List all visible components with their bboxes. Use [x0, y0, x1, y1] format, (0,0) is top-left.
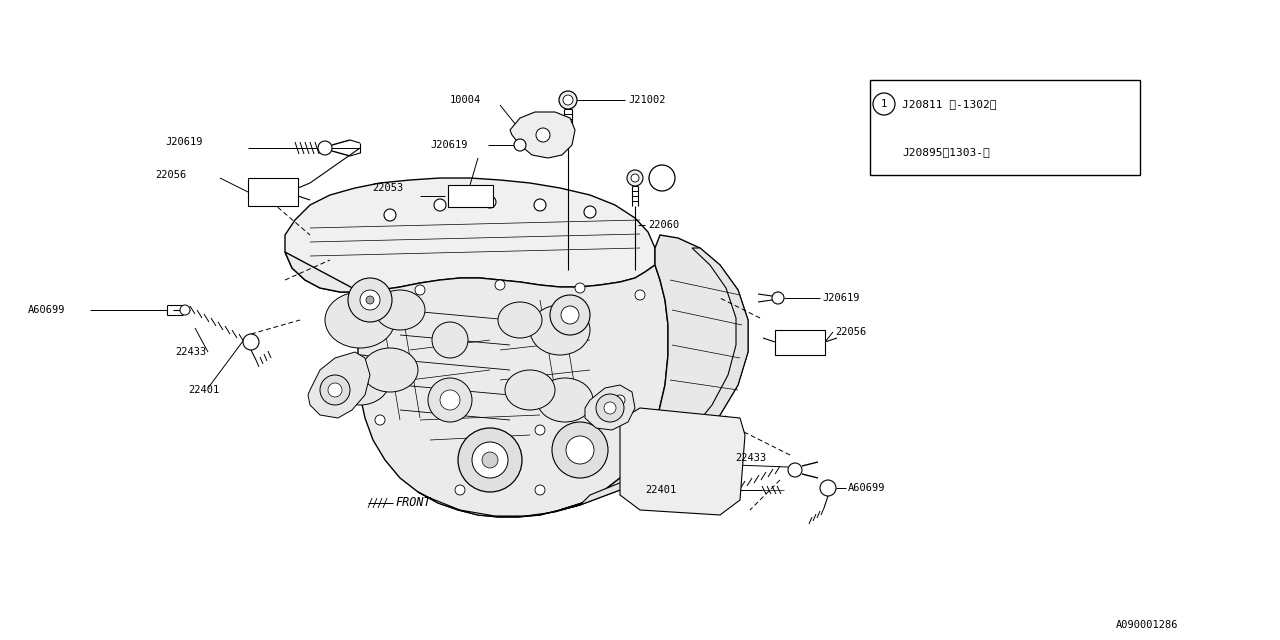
Circle shape — [348, 278, 392, 322]
Circle shape — [434, 199, 445, 211]
Text: 22433: 22433 — [175, 347, 206, 357]
Circle shape — [243, 334, 259, 350]
Circle shape — [635, 290, 645, 300]
Circle shape — [772, 292, 785, 304]
Text: 10004: 10004 — [451, 95, 481, 105]
Text: 22060: 22060 — [648, 220, 680, 230]
Text: A090001286: A090001286 — [1115, 620, 1178, 630]
Text: J21002: J21002 — [628, 95, 666, 105]
Polygon shape — [620, 408, 745, 515]
Circle shape — [561, 306, 579, 324]
Polygon shape — [580, 248, 748, 505]
Ellipse shape — [506, 370, 556, 410]
Circle shape — [550, 295, 590, 335]
Circle shape — [515, 139, 526, 151]
Polygon shape — [308, 352, 370, 418]
Polygon shape — [561, 235, 748, 510]
Circle shape — [366, 296, 374, 304]
Circle shape — [575, 283, 585, 293]
Text: 1: 1 — [881, 99, 887, 109]
Circle shape — [552, 422, 608, 478]
Circle shape — [627, 170, 643, 186]
Ellipse shape — [498, 302, 541, 338]
Bar — [870, 80, 1140, 175]
Circle shape — [454, 485, 465, 495]
Circle shape — [375, 415, 385, 425]
Text: J20895（1303-）: J20895（1303-） — [902, 147, 989, 157]
Circle shape — [535, 485, 545, 495]
Text: A60699: A60699 — [28, 305, 65, 315]
Circle shape — [535, 425, 545, 435]
Circle shape — [495, 280, 506, 290]
Circle shape — [566, 436, 594, 464]
Circle shape — [433, 322, 468, 358]
Circle shape — [328, 383, 342, 397]
Circle shape — [584, 206, 596, 218]
Ellipse shape — [538, 378, 593, 422]
Polygon shape — [285, 252, 668, 517]
Text: J20619: J20619 — [430, 140, 467, 150]
Circle shape — [428, 378, 472, 422]
Polygon shape — [585, 385, 635, 430]
Ellipse shape — [362, 348, 419, 392]
Circle shape — [320, 375, 349, 405]
Ellipse shape — [375, 290, 425, 330]
Circle shape — [317, 141, 332, 155]
Circle shape — [604, 402, 616, 414]
Circle shape — [820, 480, 836, 496]
Bar — [248, 178, 298, 206]
Circle shape — [536, 128, 550, 142]
Text: 22056: 22056 — [155, 170, 187, 180]
Ellipse shape — [325, 292, 396, 348]
Circle shape — [563, 95, 573, 105]
Circle shape — [415, 285, 425, 295]
Text: 22401: 22401 — [188, 385, 219, 395]
Polygon shape — [285, 178, 655, 292]
Circle shape — [614, 395, 625, 405]
Circle shape — [472, 442, 508, 478]
Bar — [448, 185, 493, 207]
Circle shape — [631, 174, 639, 182]
Text: 22053: 22053 — [372, 183, 403, 193]
Circle shape — [483, 452, 498, 468]
Circle shape — [384, 209, 396, 221]
Text: FRONT: FRONT — [396, 495, 430, 509]
Text: 22433: 22433 — [735, 453, 767, 463]
Bar — [774, 330, 826, 355]
Ellipse shape — [330, 355, 390, 405]
Text: A60699: A60699 — [849, 483, 886, 493]
Circle shape — [484, 196, 497, 208]
Ellipse shape — [530, 305, 590, 355]
Circle shape — [873, 93, 895, 115]
Circle shape — [458, 428, 522, 492]
Polygon shape — [509, 112, 575, 158]
Circle shape — [788, 463, 803, 477]
Circle shape — [649, 165, 675, 191]
Text: 22056: 22056 — [835, 327, 867, 337]
Text: 22401: 22401 — [645, 485, 676, 495]
Polygon shape — [419, 492, 580, 517]
Circle shape — [360, 290, 380, 310]
Text: J20619: J20619 — [165, 137, 202, 147]
Circle shape — [180, 305, 189, 315]
Circle shape — [596, 394, 625, 422]
Text: J20619: J20619 — [822, 293, 859, 303]
Circle shape — [440, 390, 460, 410]
Circle shape — [559, 91, 577, 109]
Text: 1: 1 — [658, 172, 666, 184]
Text: J20811 （-1302）: J20811 （-1302） — [902, 99, 997, 109]
Circle shape — [534, 199, 547, 211]
